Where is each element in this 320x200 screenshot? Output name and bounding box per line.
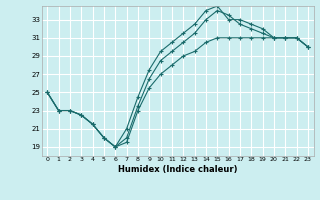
- X-axis label: Humidex (Indice chaleur): Humidex (Indice chaleur): [118, 165, 237, 174]
